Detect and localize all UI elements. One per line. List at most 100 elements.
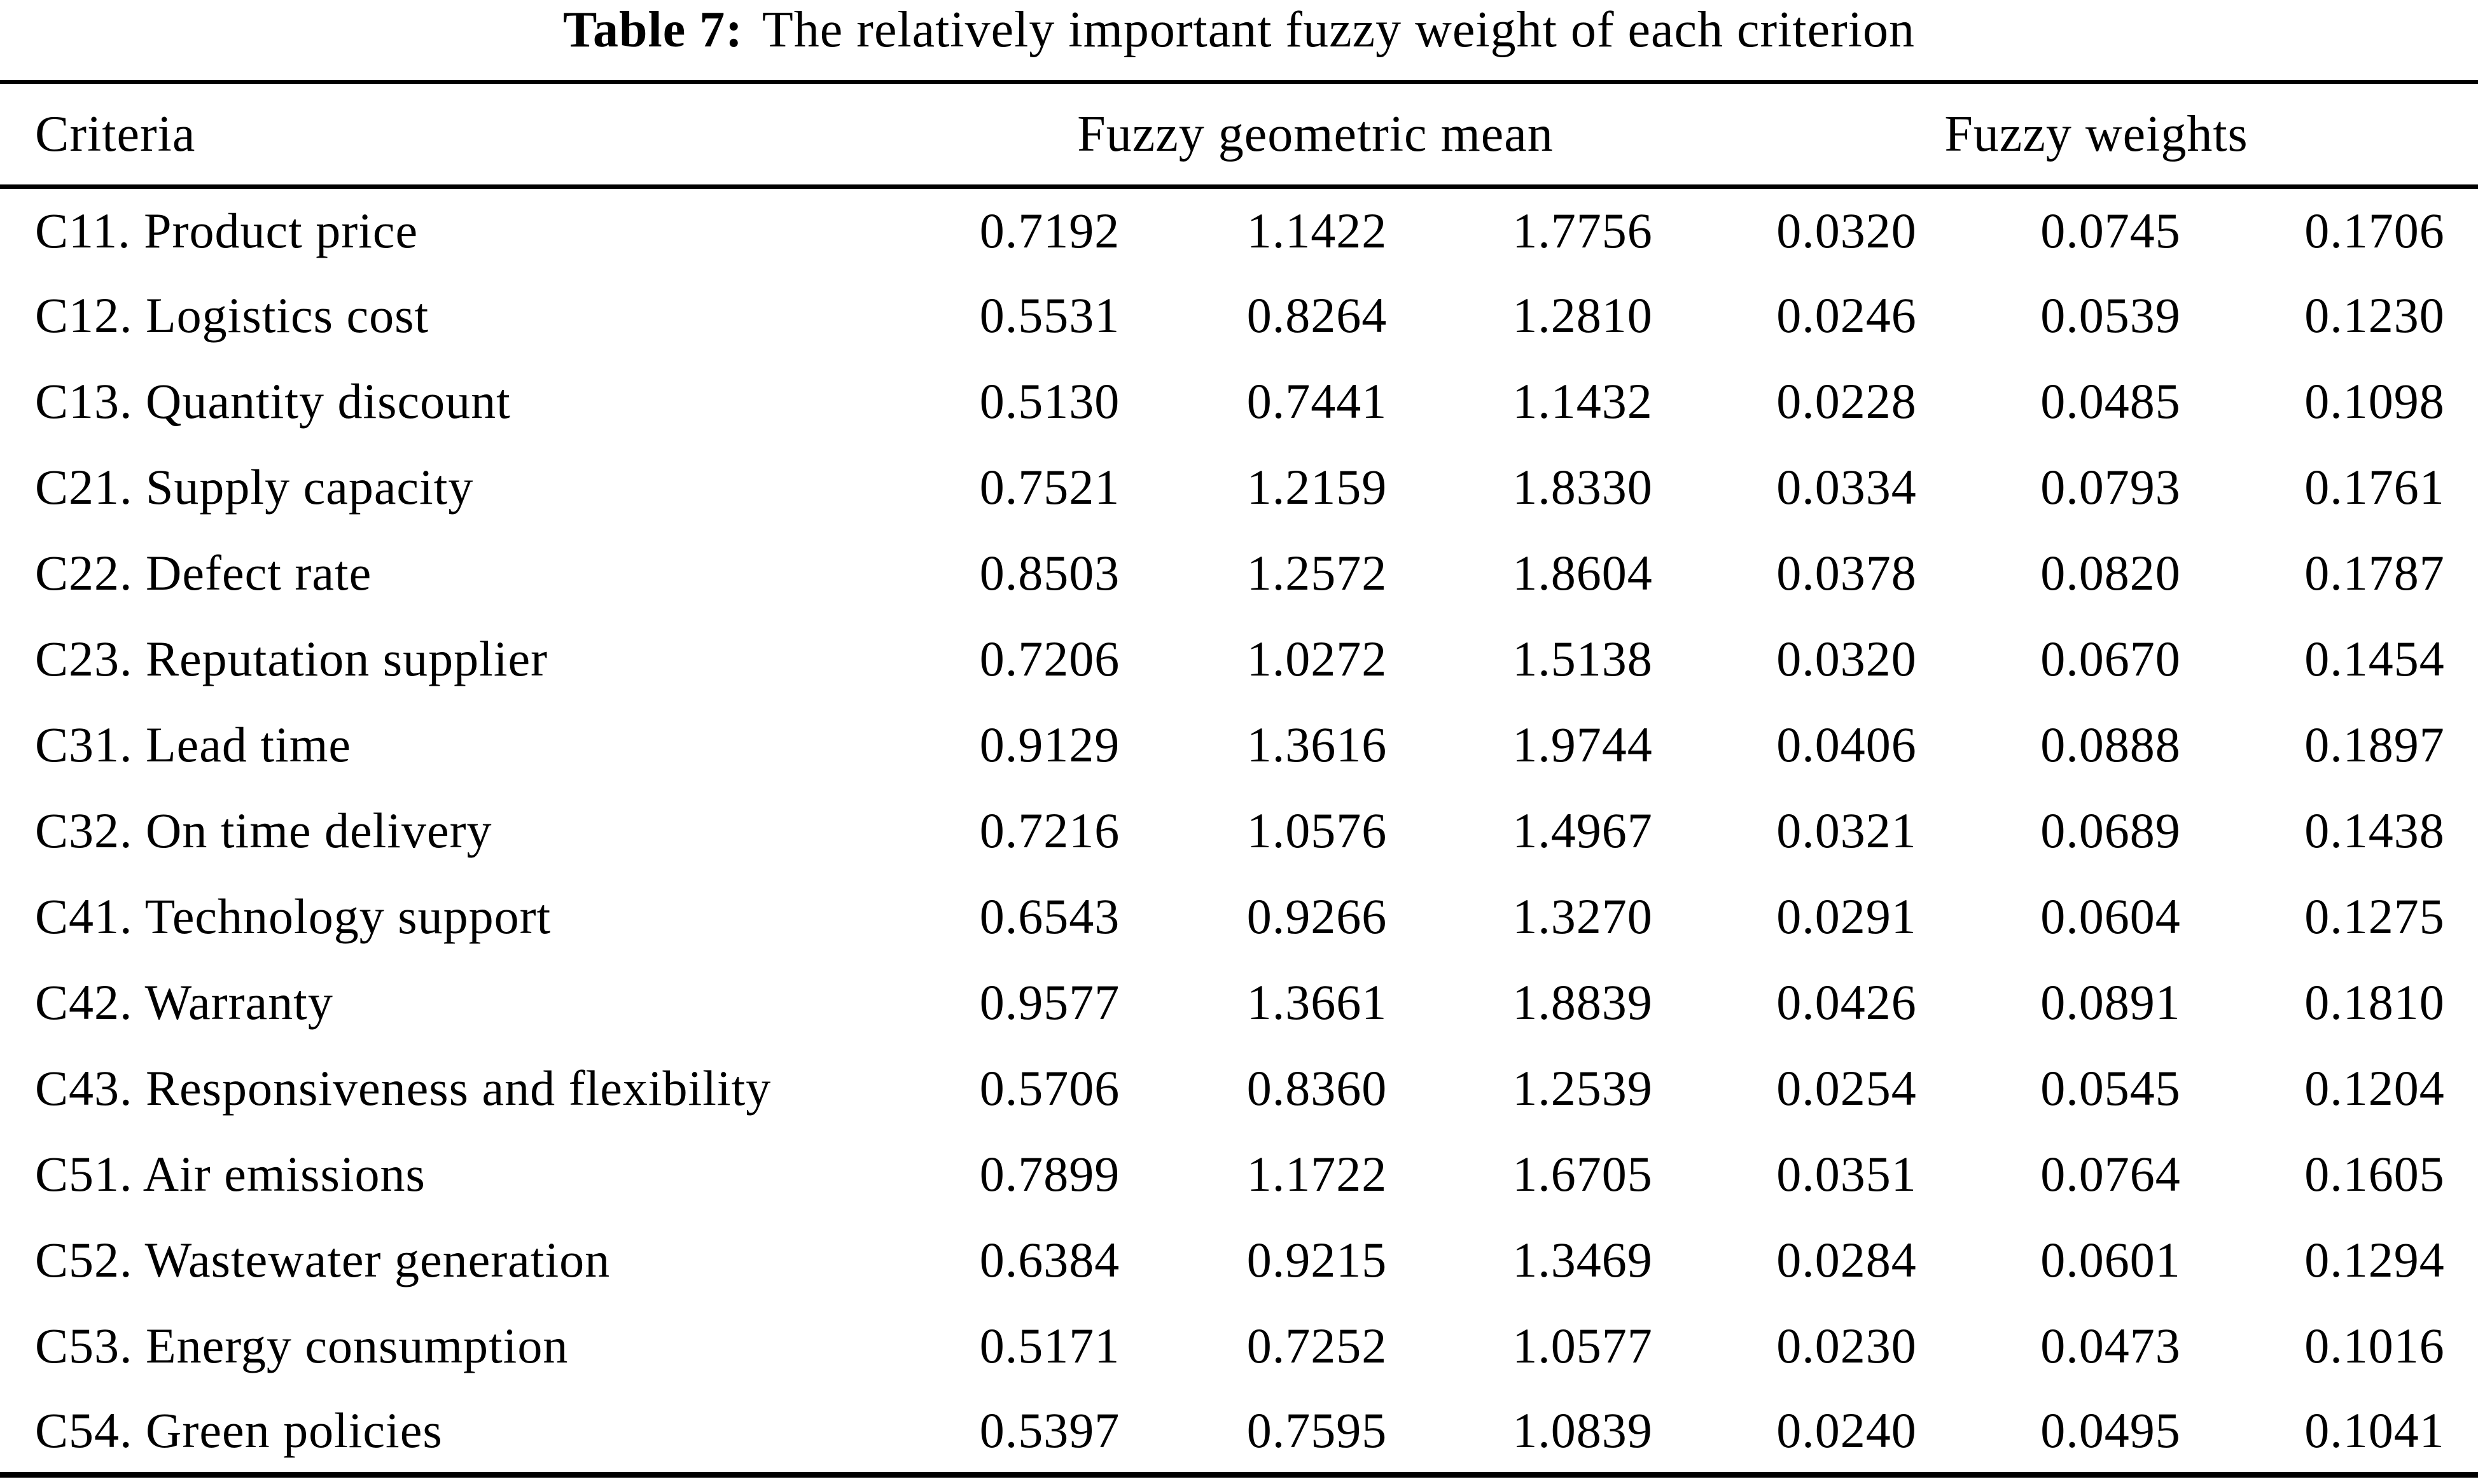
- geometric-mean-mid-cell: 1.0272: [1246, 631, 1388, 686]
- fuzzy-weight-high-cell: 0.1294: [2304, 1232, 2445, 1287]
- geometric-mean-high-cell: 1.0577: [1512, 1318, 1653, 1373]
- fuzzy-weight-high-cell: 0.1897: [2304, 717, 2445, 772]
- geometric-mean-mid-cell: 0.7441: [1246, 373, 1388, 429]
- fuzzy-weight-mid-cell: 0.0604: [2040, 889, 2181, 944]
- criterion-cell: C31. Lead time: [35, 717, 352, 772]
- table-row: C52. Wastewater generation 0.6384 0.9215…: [0, 1217, 2478, 1303]
- geometric-mean-mid-cell: 1.0576: [1246, 803, 1388, 858]
- geometric-mean-high-cell: 1.3469: [1512, 1232, 1653, 1287]
- geometric-mean-high-cell: 1.4967: [1512, 803, 1653, 858]
- geometric-mean-mid-cell: 1.3616: [1246, 717, 1388, 772]
- geometric-mean-mid-cell: 0.8264: [1246, 288, 1388, 343]
- fuzzy-weight-low-cell: 0.0240: [1776, 1402, 1917, 1458]
- fuzzy-weight-high-cell: 0.1230: [2304, 288, 2445, 343]
- geometric-mean-low-cell: 0.8503: [979, 545, 1120, 600]
- fuzzy-weight-mid-cell: 0.0473: [2040, 1318, 2181, 1373]
- fuzzy-weight-low-cell: 0.0334: [1776, 459, 1917, 515]
- table-row: C12. Logistics cost 0.5531 0.8264 1.2810…: [0, 273, 2478, 359]
- table-row: C51. Air emissions 0.7899 1.1722 1.6705 …: [0, 1132, 2478, 1217]
- criterion-cell: C32. On time delivery: [35, 803, 492, 858]
- fuzzy-weight-mid-cell: 0.0891: [2040, 974, 2181, 1030]
- geometric-mean-mid-cell: 0.7252: [1246, 1318, 1388, 1373]
- criterion-cell: C23. Reputation supplier: [35, 631, 548, 686]
- fuzzy-weight-mid-cell: 0.0745: [2040, 202, 2181, 258]
- fuzzy-weight-low-cell: 0.0284: [1776, 1232, 1917, 1287]
- geometric-mean-low-cell: 0.5397: [979, 1402, 1120, 1458]
- fuzzy-weight-high-cell: 0.1706: [2304, 202, 2445, 258]
- geometric-mean-mid-cell: 1.1422: [1246, 202, 1388, 258]
- geometric-mean-high-cell: 1.8330: [1512, 459, 1653, 515]
- fuzzy-weight-high-cell: 0.1810: [2304, 974, 2445, 1030]
- col-header-fuzzy-geometric-mean: Fuzzy geometric mean: [916, 82, 1715, 189]
- fuzzy-weight-low-cell: 0.0291: [1776, 889, 1917, 944]
- geometric-mean-low-cell: 0.6543: [979, 889, 1120, 944]
- geometric-mean-high-cell: 1.6705: [1512, 1146, 1653, 1202]
- geometric-mean-low-cell: 0.5171: [979, 1318, 1120, 1373]
- criterion-cell: C51. Air emissions: [35, 1146, 426, 1202]
- geometric-mean-low-cell: 0.7206: [979, 631, 1120, 686]
- fuzzy-weight-low-cell: 0.0320: [1776, 202, 1917, 258]
- geometric-mean-low-cell: 0.7521: [979, 459, 1120, 515]
- fuzzy-weight-high-cell: 0.1041: [2304, 1402, 2445, 1458]
- geometric-mean-mid-cell: 0.9215: [1246, 1232, 1388, 1287]
- fuzzy-weight-mid-cell: 0.0485: [2040, 373, 2181, 429]
- fuzzy-weight-mid-cell: 0.0495: [2040, 1402, 2181, 1458]
- fuzzy-weight-low-cell: 0.0351: [1776, 1146, 1917, 1202]
- geometric-mean-low-cell: 0.5130: [979, 373, 1120, 429]
- geometric-mean-high-cell: 1.8839: [1512, 974, 1653, 1030]
- header-row: Criteria Fuzzy geometric mean Fuzzy weig…: [0, 82, 2478, 189]
- fuzzy-weight-low-cell: 0.0246: [1776, 288, 1917, 343]
- table-row: C32. On time delivery 0.7216 1.0576 1.49…: [0, 788, 2478, 874]
- table-row: C42. Warranty 0.9577 1.3661 1.8839 0.042…: [0, 960, 2478, 1046]
- geometric-mean-high-cell: 1.9744: [1512, 717, 1653, 772]
- fuzzy-weight-high-cell: 0.1098: [2304, 373, 2445, 429]
- geometric-mean-mid-cell: 1.2572: [1246, 545, 1388, 600]
- col-header-fuzzy-weights: Fuzzy weights: [1715, 82, 2478, 189]
- fuzzy-weight-mid-cell: 0.0888: [2040, 717, 2181, 772]
- fuzzy-weight-low-cell: 0.0230: [1776, 1318, 1917, 1373]
- geometric-mean-mid-cell: 1.2159: [1246, 459, 1388, 515]
- fuzzy-weight-mid-cell: 0.0539: [2040, 288, 2181, 343]
- fuzzy-weight-mid-cell: 0.0545: [2040, 1060, 2181, 1116]
- geometric-mean-mid-cell: 0.7595: [1246, 1402, 1388, 1458]
- geometric-mean-high-cell: 1.0839: [1512, 1402, 1653, 1458]
- table-row: C54. Green policies 0.5397 0.7595 1.0839…: [0, 1389, 2478, 1475]
- fuzzy-weight-low-cell: 0.0321: [1776, 803, 1917, 858]
- fuzzy-weight-low-cell: 0.0254: [1776, 1060, 1917, 1116]
- criterion-cell: C53. Energy consumption: [35, 1318, 569, 1373]
- fuzzy-weight-high-cell: 0.1454: [2304, 631, 2445, 686]
- geometric-mean-high-cell: 1.3270: [1512, 889, 1653, 944]
- fuzzy-weight-mid-cell: 0.0820: [2040, 545, 2181, 600]
- fuzzy-weight-low-cell: 0.0406: [1776, 717, 1917, 772]
- geometric-mean-mid-cell: 0.8360: [1246, 1060, 1388, 1116]
- criterion-cell: C11. Product price: [35, 202, 419, 258]
- fuzzy-weight-high-cell: 0.1605: [2304, 1146, 2445, 1202]
- table-row: C23. Reputation supplier 0.7206 1.0272 1…: [0, 616, 2478, 702]
- geometric-mean-low-cell: 0.5706: [979, 1060, 1120, 1116]
- fuzzy-weight-high-cell: 0.1761: [2304, 459, 2445, 515]
- fuzzy-weight-high-cell: 0.1787: [2304, 545, 2445, 600]
- criterion-cell: C13. Quantity discount: [35, 373, 511, 429]
- criterion-cell: C12. Logistics cost: [35, 288, 429, 343]
- geometric-mean-low-cell: 0.7216: [979, 803, 1120, 858]
- geometric-mean-low-cell: 0.6384: [979, 1232, 1120, 1287]
- criterion-cell: C21. Supply capacity: [35, 459, 474, 515]
- fuzzy-weight-high-cell: 0.1275: [2304, 889, 2445, 944]
- table-row: C11. Product price 0.7192 1.1422 1.7756 …: [0, 187, 2478, 273]
- table-row: C41. Technology support 0.6543 0.9266 1.…: [0, 874, 2478, 960]
- geometric-mean-mid-cell: 1.3661: [1246, 974, 1388, 1030]
- fuzzy-weight-low-cell: 0.0378: [1776, 545, 1917, 600]
- fuzzy-weight-mid-cell: 0.0793: [2040, 459, 2181, 515]
- fuzzy-weight-high-cell: 0.1016: [2304, 1318, 2445, 1373]
- geometric-mean-high-cell: 1.5138: [1512, 631, 1653, 686]
- geometric-mean-high-cell: 1.2539: [1512, 1060, 1653, 1116]
- table-caption: Table 7: The relatively important fuzzy …: [0, 0, 2478, 80]
- fuzzy-weight-low-cell: 0.0320: [1776, 631, 1917, 686]
- geometric-mean-high-cell: 1.1432: [1512, 373, 1653, 429]
- geometric-mean-high-cell: 1.8604: [1512, 545, 1653, 600]
- geometric-mean-low-cell: 0.7192: [979, 202, 1120, 258]
- table-caption-text: The relatively important fuzzy weight of…: [762, 2, 1915, 58]
- table-body: C11. Product price 0.7192 1.1422 1.7756 …: [0, 187, 2478, 1475]
- col-header-criteria: Criteria: [0, 82, 916, 189]
